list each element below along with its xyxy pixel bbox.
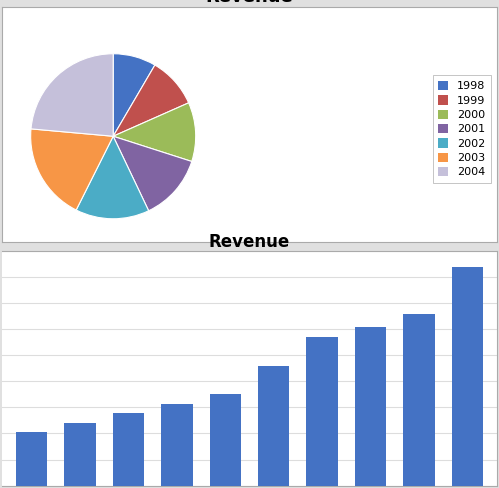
Legend: 1998, 1999, 2000, 2001, 2002, 2003, 2004: 1998, 1999, 2000, 2001, 2002, 2003, 2004 <box>433 76 491 183</box>
Bar <box>210 394 241 486</box>
Title: Revenue: Revenue <box>209 233 290 251</box>
Wedge shape <box>76 136 149 219</box>
Wedge shape <box>30 129 113 210</box>
Bar <box>306 337 338 486</box>
Bar <box>452 267 483 486</box>
Wedge shape <box>31 54 113 136</box>
Bar <box>258 366 289 486</box>
Title: Revenue: Revenue <box>206 0 293 6</box>
Wedge shape <box>113 54 155 136</box>
Bar <box>403 314 435 486</box>
Wedge shape <box>113 136 192 211</box>
Bar <box>113 413 144 486</box>
Bar <box>161 404 193 486</box>
Bar <box>16 432 47 486</box>
Bar <box>355 326 386 486</box>
Wedge shape <box>113 65 189 136</box>
Wedge shape <box>113 103 196 162</box>
Bar <box>64 423 96 486</box>
